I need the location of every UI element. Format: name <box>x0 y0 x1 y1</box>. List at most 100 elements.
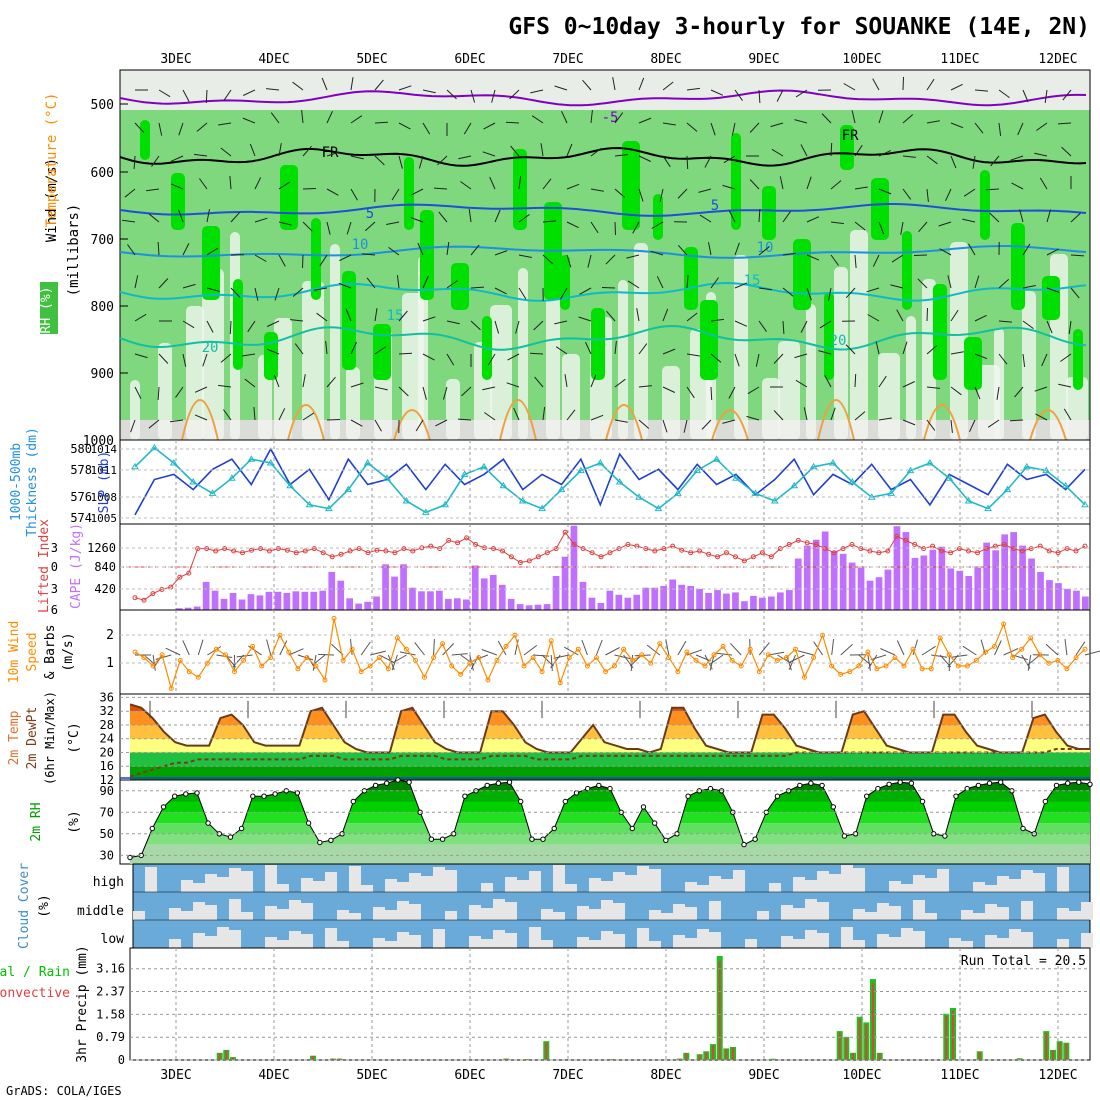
wind-barb <box>182 353 187 367</box>
cloud-cell <box>1009 929 1021 948</box>
wind-barb <box>723 155 736 164</box>
bottom-day-label: 9DEC <box>748 1068 779 1083</box>
rh-marker <box>640 804 647 810</box>
cape-bar <box>561 556 569 610</box>
li-marker <box>948 550 954 556</box>
rh-dry-plume <box>634 243 648 440</box>
rh-marker <box>428 836 435 842</box>
precip-convective-bar <box>945 1016 948 1060</box>
wind-barb <box>830 254 840 266</box>
wind-barb <box>683 419 688 433</box>
wind-barb <box>566 221 579 229</box>
rh-marker <box>551 825 557 832</box>
wind-barb <box>494 209 501 223</box>
cape-bar <box>633 594 641 610</box>
rh-tick: 90 <box>100 784 114 798</box>
wind-barb <box>411 188 424 196</box>
precip-convective-bar <box>218 1053 221 1060</box>
cloud-cell <box>841 865 853 892</box>
wind-barb <box>292 81 304 91</box>
cape-bar <box>516 604 524 610</box>
wind-barb <box>845 344 856 355</box>
contour-label: 20 <box>830 333 847 349</box>
wind-barb <box>554 320 568 325</box>
rh-marker <box>596 782 602 789</box>
rh-legend-swatch <box>40 282 58 334</box>
wind-barb <box>457 418 472 421</box>
wind-speed-marker <box>177 657 183 663</box>
surface-wind-barb <box>288 648 304 656</box>
wind-barb <box>446 353 455 366</box>
li-marker <box>643 546 649 552</box>
precip-convective-bar <box>718 961 721 1060</box>
cloud-cell <box>589 909 601 920</box>
contour-minus5 <box>119 89 1087 107</box>
cape-bar <box>669 579 676 610</box>
precip-tick: 3.16 <box>96 962 125 976</box>
rh-marker <box>819 782 825 789</box>
li-marker <box>921 546 927 552</box>
rh-marker <box>506 779 513 785</box>
wind-barb <box>244 378 256 388</box>
cloud-cell <box>949 938 961 948</box>
rh-moist-cell <box>622 141 640 230</box>
rh-moist-cell <box>202 226 220 300</box>
wind-barb <box>151 155 160 167</box>
cape-bar <box>1046 580 1053 610</box>
slp-label: SLP (mb) <box>97 451 112 514</box>
rh-moist-cell <box>824 292 834 380</box>
wind-barb <box>656 276 664 289</box>
rh-marker <box>685 793 691 799</box>
rh-marker <box>607 785 613 792</box>
wind-barb <box>302 145 312 157</box>
cape-bar <box>1037 571 1044 610</box>
rh-tick: 30 <box>100 848 114 862</box>
slp-marker <box>305 500 314 508</box>
li-marker <box>195 546 201 552</box>
cloud-cell <box>205 905 217 920</box>
contour-label: -5 <box>602 110 619 126</box>
thickness-tick: 578 <box>70 463 92 477</box>
wind-barb <box>590 374 597 388</box>
cloud-cell <box>481 939 493 948</box>
wind-barb <box>346 221 352 235</box>
li-marker <box>132 595 138 601</box>
wind-speed-marker <box>992 643 997 649</box>
wind-barb <box>531 115 544 124</box>
li-marker <box>706 551 712 557</box>
temp-band <box>130 752 1090 767</box>
cloud-cell <box>505 877 517 892</box>
wind-barb <box>1034 152 1048 157</box>
cloud-cell <box>637 866 649 892</box>
cloud-cell <box>1057 908 1069 920</box>
contour-label: 10 <box>757 240 774 256</box>
wind-speed-marker <box>159 652 165 658</box>
temp-tick: 20 <box>100 745 114 759</box>
wind-barb <box>950 83 963 91</box>
cape-bar <box>705 593 712 610</box>
contour-25 <box>287 404 325 441</box>
slp-marker <box>809 462 818 470</box>
wind-barb <box>875 341 880 355</box>
cape-bar <box>741 601 748 610</box>
cape-bar <box>301 591 309 610</box>
wind-barb <box>950 155 957 169</box>
rh-marker <box>439 836 446 842</box>
wind-barb <box>902 188 912 200</box>
surface-wind-barb <box>1027 654 1032 671</box>
cloud-cell <box>1081 933 1093 948</box>
wind-speed-marker <box>928 666 934 672</box>
li-marker <box>204 546 210 552</box>
cape-bar <box>498 584 506 610</box>
wind-barb <box>662 419 668 433</box>
cloud-cell <box>229 930 241 948</box>
top-day-axis: 3DEC 4DEC 5DEC 6DEC 7DEC 8DEC 9DEC 10DEC 11DEC 12… <box>160 52 1077 67</box>
wind-speed-marker <box>747 646 753 652</box>
chart-title: GFS 0~10day 3-hourly for SOUANKE (14E, 2… <box>508 14 1090 40</box>
cloud-cell <box>169 939 181 948</box>
wind-barb <box>902 341 908 355</box>
wind-barb <box>974 122 984 134</box>
wind-barb <box>470 89 476 103</box>
cape-bar <box>848 562 856 610</box>
